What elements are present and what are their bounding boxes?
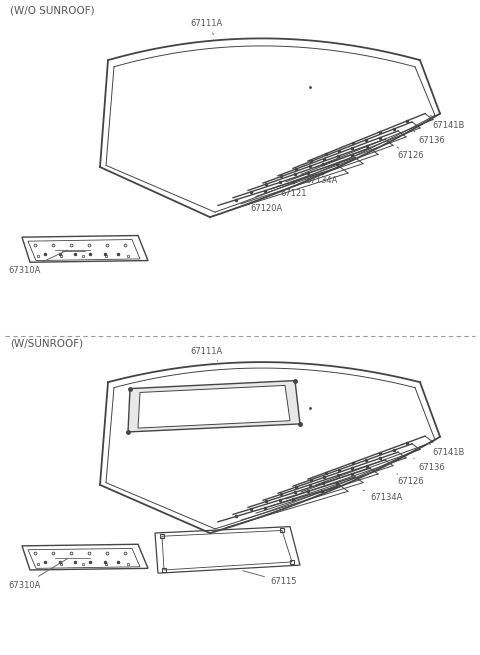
Text: 67120A: 67120A — [250, 200, 282, 213]
Text: 67136: 67136 — [414, 458, 445, 472]
Text: 67111A: 67111A — [190, 347, 222, 361]
Text: (W/SUNROOF): (W/SUNROOF) — [10, 339, 83, 349]
Text: 67126: 67126 — [397, 474, 424, 486]
Text: 67136: 67136 — [414, 131, 445, 145]
Text: 67115: 67115 — [243, 571, 297, 586]
Polygon shape — [138, 385, 290, 428]
Point — [0, 331, 3, 339]
Text: 67141B: 67141B — [428, 443, 464, 457]
Text: 67121: 67121 — [278, 185, 307, 198]
Text: 67134A: 67134A — [300, 172, 337, 185]
Text: 67310A: 67310A — [8, 250, 68, 275]
Text: 67134A: 67134A — [363, 491, 402, 502]
Text: 67310A: 67310A — [8, 559, 68, 590]
Text: (W/O SUNROOF): (W/O SUNROOF) — [10, 5, 95, 15]
Text: 67126: 67126 — [397, 147, 424, 160]
Point — [0, 331, 4, 339]
Polygon shape — [128, 381, 300, 432]
Text: 67111A: 67111A — [190, 19, 222, 35]
Text: 67141B: 67141B — [431, 115, 464, 130]
